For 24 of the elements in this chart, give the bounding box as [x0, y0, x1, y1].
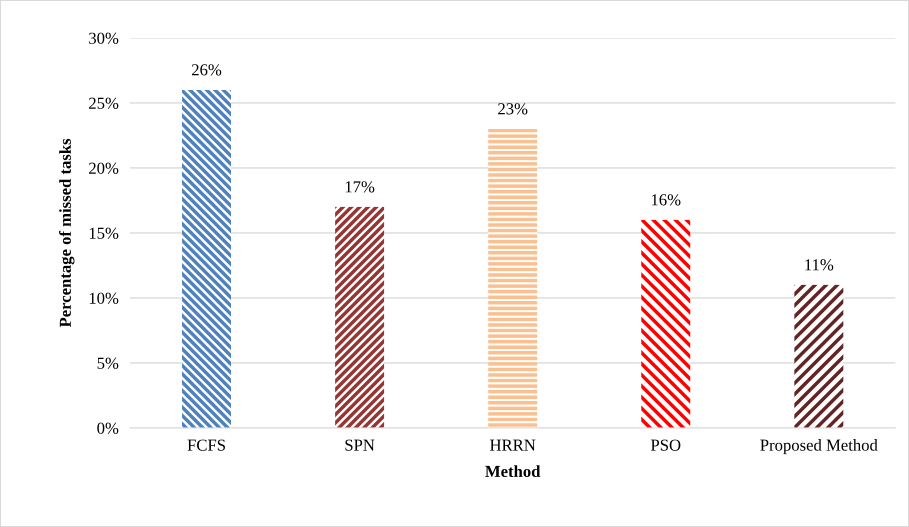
x-tick-label: Proposed Method — [760, 439, 878, 454]
x-axis-title: Method — [485, 465, 540, 477]
x-tick-label: SPN — [345, 440, 375, 451]
data-label: 11% — [805, 259, 834, 270]
x-tick-label: HRRN — [490, 440, 536, 451]
data-label: 17% — [346, 181, 374, 192]
bar — [182, 90, 232, 428]
y-tick-label: 15% — [90, 228, 118, 239]
y-tick-label: 25% — [89, 98, 118, 109]
y-axis-title: Percentage of missed tasks — [59, 138, 74, 328]
data-label: 16% — [652, 194, 680, 206]
data-label: 26% — [192, 64, 222, 76]
x-tick-label: FCFS — [188, 440, 225, 451]
y-tick-label: 20% — [89, 162, 118, 174]
y-tick-label: 30% — [89, 32, 118, 44]
bar — [488, 128, 538, 428]
y-tick-label: 5% — [98, 358, 118, 369]
data-label: 23% — [498, 103, 528, 114]
y-tick-label: 10% — [90, 292, 118, 304]
bar — [794, 284, 844, 428]
y-tick-label: 0% — [97, 422, 118, 434]
x-tick-label: PSO — [650, 440, 680, 451]
bar — [641, 220, 690, 428]
bar — [335, 206, 384, 428]
